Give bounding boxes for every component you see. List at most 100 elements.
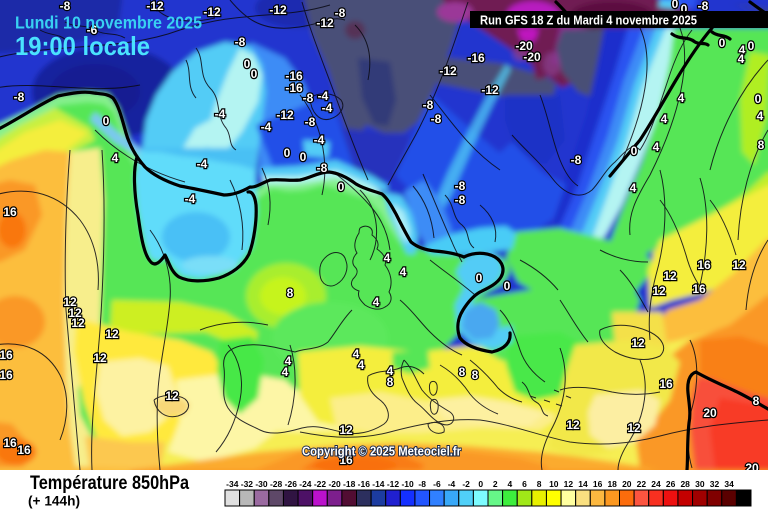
svg-text:-16: -16 xyxy=(467,51,485,65)
svg-text:-12: -12 xyxy=(203,5,221,19)
svg-text:-12: -12 xyxy=(316,16,334,30)
svg-text:-12: -12 xyxy=(439,64,457,78)
svg-text:19:00 locale: 19:00 locale xyxy=(15,31,150,61)
svg-text:10: 10 xyxy=(549,479,559,489)
svg-text:-4: -4 xyxy=(215,107,226,121)
svg-text:16: 16 xyxy=(593,479,603,489)
svg-text:12: 12 xyxy=(63,295,77,309)
svg-text:(+ 144h): (+ 144h) xyxy=(28,494,80,509)
svg-text:16: 16 xyxy=(692,282,706,296)
svg-text:34: 34 xyxy=(724,479,734,489)
svg-text:12: 12 xyxy=(105,327,119,341)
svg-text:4: 4 xyxy=(738,52,745,66)
svg-text:-4: -4 xyxy=(322,101,333,115)
svg-text:-8: -8 xyxy=(317,161,328,175)
svg-text:12: 12 xyxy=(68,306,82,320)
svg-text:-30: -30 xyxy=(255,479,268,489)
svg-text:16: 16 xyxy=(3,436,17,450)
svg-text:0: 0 xyxy=(338,180,345,194)
svg-text:-8: -8 xyxy=(335,6,346,20)
svg-text:-12: -12 xyxy=(146,0,164,13)
svg-text:18: 18 xyxy=(607,479,617,489)
svg-text:-4: -4 xyxy=(185,192,196,206)
svg-text:-16: -16 xyxy=(358,479,371,489)
svg-text:0: 0 xyxy=(103,114,110,128)
svg-text:-8: -8 xyxy=(418,479,426,489)
svg-text:32: 32 xyxy=(710,479,720,489)
svg-text:-6: -6 xyxy=(87,23,98,37)
svg-text:-8: -8 xyxy=(455,179,466,193)
svg-text:-10: -10 xyxy=(401,479,414,489)
svg-text:12: 12 xyxy=(71,316,85,330)
svg-text:4: 4 xyxy=(387,364,394,378)
svg-text:4: 4 xyxy=(285,354,292,368)
svg-text:4: 4 xyxy=(653,140,660,154)
svg-text:Copyright © 2025 Meteociel.fr: Copyright © 2025 Meteociel.fr xyxy=(302,445,461,459)
svg-text:4: 4 xyxy=(384,251,391,265)
svg-text:-8: -8 xyxy=(14,90,25,104)
svg-text:-20: -20 xyxy=(328,479,341,489)
svg-text:-6: -6 xyxy=(433,479,441,489)
svg-text:6: 6 xyxy=(522,479,527,489)
svg-text:-8: -8 xyxy=(423,98,434,112)
svg-text:12: 12 xyxy=(663,269,677,283)
svg-text:0: 0 xyxy=(244,57,251,71)
svg-text:12: 12 xyxy=(93,351,107,365)
svg-text:-26: -26 xyxy=(285,479,298,489)
svg-text:8: 8 xyxy=(472,368,479,382)
svg-text:12: 12 xyxy=(732,258,746,272)
svg-text:-12: -12 xyxy=(269,3,287,17)
svg-text:4: 4 xyxy=(353,347,360,361)
svg-text:16: 16 xyxy=(659,377,673,391)
svg-text:-8: -8 xyxy=(235,35,246,49)
svg-text:4: 4 xyxy=(358,358,365,372)
svg-text:-8: -8 xyxy=(571,153,582,167)
svg-text:8: 8 xyxy=(758,138,765,152)
svg-text:4: 4 xyxy=(630,181,637,195)
svg-text:12: 12 xyxy=(339,423,353,437)
svg-text:-8: -8 xyxy=(303,91,314,105)
svg-text:-32: -32 xyxy=(241,479,254,489)
svg-text:12: 12 xyxy=(564,479,574,489)
svg-text:12: 12 xyxy=(165,389,179,403)
svg-text:0: 0 xyxy=(748,39,755,53)
svg-text:-28: -28 xyxy=(270,479,283,489)
svg-text:Run GFS 18 Z du Mardi 4 novemb: Run GFS 18 Z du Mardi 4 novembre 2025 xyxy=(480,13,697,28)
svg-text:4: 4 xyxy=(282,365,289,379)
svg-text:-20: -20 xyxy=(515,39,533,53)
svg-text:8: 8 xyxy=(753,394,760,408)
svg-text:8: 8 xyxy=(459,365,466,379)
svg-text:16: 16 xyxy=(339,453,353,467)
svg-text:0: 0 xyxy=(672,0,679,11)
svg-text:8: 8 xyxy=(387,375,394,389)
svg-text:-4: -4 xyxy=(318,89,329,103)
svg-text:2: 2 xyxy=(493,479,498,489)
svg-text:12: 12 xyxy=(631,336,645,350)
svg-text:-34: -34 xyxy=(226,479,239,489)
svg-text:-8: -8 xyxy=(60,0,71,13)
svg-text:4: 4 xyxy=(373,295,380,309)
svg-text:0: 0 xyxy=(284,146,291,160)
svg-text:-8: -8 xyxy=(698,0,709,13)
svg-text:20: 20 xyxy=(622,479,632,489)
svg-text:30: 30 xyxy=(695,479,705,489)
svg-text:28: 28 xyxy=(680,479,690,489)
svg-text:4: 4 xyxy=(739,43,746,57)
svg-text:0: 0 xyxy=(300,150,307,164)
svg-text:20: 20 xyxy=(703,406,717,420)
svg-text:16: 16 xyxy=(0,368,13,382)
svg-text:-22: -22 xyxy=(314,479,327,489)
svg-text:-4: -4 xyxy=(197,157,208,171)
svg-text:4: 4 xyxy=(112,151,119,165)
svg-text:0: 0 xyxy=(251,67,258,81)
svg-text:0: 0 xyxy=(719,36,726,50)
svg-text:-4: -4 xyxy=(448,479,456,489)
svg-text:-8: -8 xyxy=(431,112,442,126)
svg-text:-4: -4 xyxy=(314,133,325,147)
svg-text:-14: -14 xyxy=(372,479,385,489)
svg-text:16: 16 xyxy=(3,205,17,219)
svg-text:0: 0 xyxy=(755,92,762,106)
svg-text:0: 0 xyxy=(476,271,483,285)
svg-text:20: 20 xyxy=(745,461,759,475)
svg-text:12: 12 xyxy=(566,418,580,432)
